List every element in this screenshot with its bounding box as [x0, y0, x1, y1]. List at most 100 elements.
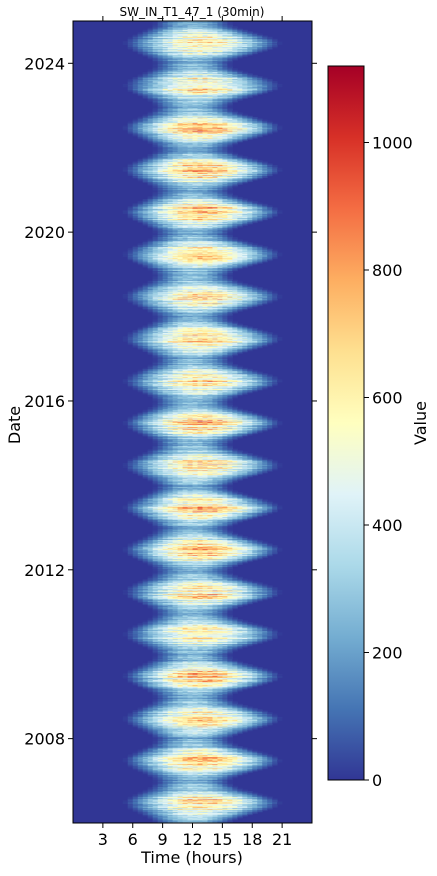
- heatmap-cell: [192, 768, 198, 770]
- heatmap-cell: [222, 726, 228, 728]
- heatmap-cell: [137, 752, 144, 755]
- heatmap-image: [73, 21, 312, 823]
- heatmap-cell: [187, 815, 193, 817]
- heatmap-cell: [192, 752, 198, 754]
- heatmap-cell: [212, 761, 218, 763]
- heatmap-cell: [167, 820, 173, 822]
- heatmap-cell: [162, 784, 169, 786]
- heatmap-cell: [262, 804, 268, 807]
- heatmap-cell: [267, 803, 273, 805]
- heatmap-cell: [152, 816, 159, 818]
- heatmap-cell: [192, 772, 198, 774]
- heatmap-cell: [232, 806, 238, 808]
- heatmap-cell: [132, 795, 139, 797]
- heatmap-cell: [252, 811, 258, 813]
- heatmap-cell: [232, 771, 238, 773]
- heatmap-cell: [252, 795, 258, 798]
- heatmap-cell: [212, 791, 218, 793]
- heatmap-cell: [222, 725, 228, 728]
- heatmap-cell: [182, 821, 188, 823]
- heatmap-cell: [242, 724, 248, 726]
- heatmap-cell: [212, 784, 218, 787]
- heatmap-cell: [197, 820, 203, 822]
- heatmap-cell: [192, 812, 198, 814]
- heatmap-cell: [182, 798, 188, 801]
- heatmap-cell: [177, 730, 183, 733]
- heatmap-cell: [222, 756, 228, 758]
- heatmap-cell: [162, 807, 169, 809]
- heatmap-cell: [272, 760, 278, 762]
- heatmap-cell: [187, 734, 193, 736]
- heatmap-cell: [242, 793, 248, 795]
- heatmap-cell: [207, 792, 213, 794]
- heatmap-cell: [227, 792, 233, 794]
- heatmap-cell: [167, 791, 173, 794]
- heatmap-cell: [227, 816, 233, 818]
- heatmap-cell: [197, 746, 203, 748]
- heatmap-cell: [202, 768, 208, 771]
- heatmap-cell: [122, 801, 129, 803]
- heatmap-cell: [142, 791, 149, 794]
- heatmap-cell: [222, 811, 228, 814]
- heatmap-cell: [152, 795, 159, 798]
- heatmap-cell: [187, 750, 193, 753]
- heatmap-cell: [197, 820, 203, 823]
- heatmap-cell: [167, 759, 173, 761]
- heatmap-cell: [177, 733, 183, 735]
- heatmap-cell: [172, 782, 178, 785]
- heatmap-cell: [217, 809, 223, 811]
- heatmap-cell: [207, 763, 213, 765]
- heatmap-cell: [192, 802, 198, 804]
- heatmap-cell: [162, 776, 169, 778]
- heatmap-cell: [232, 803, 238, 805]
- heatmap-cell: [152, 735, 159, 737]
- heatmap-cell: [187, 798, 193, 800]
- heatmap-cell: [217, 736, 223, 738]
- heatmap-cell: [187, 768, 193, 770]
- heatmap-cell: [142, 771, 149, 773]
- heatmap-cell: [227, 800, 233, 802]
- heatmap-cell: [212, 803, 218, 805]
- heatmap-cell: [182, 790, 188, 792]
- heatmap-cell: [177, 809, 183, 812]
- heatmap-cell: [237, 760, 243, 762]
- heatmap-cell: [237, 762, 243, 764]
- heatmap-cell: [197, 805, 203, 807]
- heatmap-cell: [182, 775, 188, 778]
- heatmap-cell: [157, 791, 164, 793]
- heatmap-cell: [177, 816, 183, 819]
- heatmap-cell: [267, 808, 273, 810]
- heatmap-cell: [252, 756, 258, 758]
- heatmap-cell: [167, 771, 173, 773]
- heatmap-cell: [192, 792, 198, 794]
- heatmap-cell: [247, 728, 253, 730]
- heatmap-cell: [217, 821, 223, 823]
- heatmap-cell: [157, 744, 164, 746]
- heatmap-cell: [162, 723, 169, 726]
- heatmap-cell: [217, 802, 223, 804]
- heatmap-cell: [182, 757, 188, 759]
- heatmap-cell: [217, 818, 223, 820]
- heatmap-cell: [232, 772, 238, 774]
- heatmap-cell: [242, 789, 248, 791]
- heatmap-cell: [232, 753, 238, 755]
- heatmap-cell: [202, 782, 208, 784]
- heatmap-cell: [227, 772, 233, 774]
- heatmap-cell: [202, 767, 208, 769]
- heatmap-cell: [217, 725, 223, 728]
- heatmap-cell: [207, 729, 213, 731]
- heatmap-cell: [222, 783, 228, 785]
- heatmap-cell: [257, 798, 263, 800]
- heatmap-cell: [222, 731, 228, 733]
- heatmap-cell: [192, 780, 198, 782]
- heatmap-cell: [252, 755, 258, 757]
- heatmap-cell: [182, 781, 188, 783]
- heatmap-cell: [167, 796, 173, 798]
- heatmap-cell: [152, 755, 159, 757]
- heatmap-cell: [262, 768, 268, 770]
- heatmap-cell: [222, 759, 228, 761]
- heatmap-cell: [242, 792, 248, 794]
- heatmap-cell: [257, 798, 263, 801]
- heatmap-cell: [202, 755, 208, 757]
- heatmap-cell: [192, 758, 198, 760]
